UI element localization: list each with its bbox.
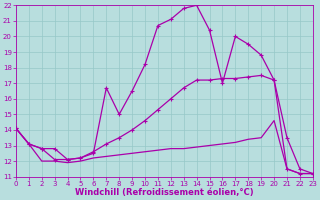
X-axis label: Windchill (Refroidissement éolien,°C): Windchill (Refroidissement éolien,°C) [75, 188, 254, 197]
